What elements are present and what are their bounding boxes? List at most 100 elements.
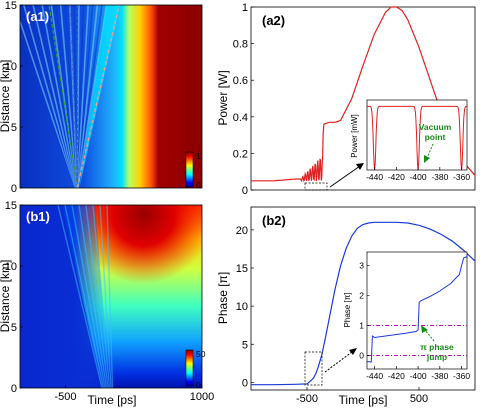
- a1-fringe: [76, 5, 99, 188]
- a1-fringe: [76, 5, 94, 188]
- b2-zoom-arrow: [324, 351, 353, 373]
- b2-annotation-line-2: jump: [426, 352, 447, 362]
- b1-fringe: [78, 205, 108, 388]
- b1-x-tick-label: -500: [54, 391, 76, 403]
- a1-fringe: [76, 5, 85, 188]
- a2-inset-x-tick-label: -360: [453, 172, 470, 182]
- b1-x-axis-label: Time [ps]: [88, 393, 137, 407]
- b1-y-ticks: 0 5 10 15: [5, 200, 23, 395]
- b2-inset-reference-lines: [367, 325, 467, 356]
- b2-x-ticks: -500 500: [296, 387, 428, 405]
- b2-inset-y-tick-label: 2: [359, 291, 364, 301]
- b1-x-tick-label: 1000: [190, 391, 214, 403]
- a2-zoom-box: [304, 182, 328, 191]
- a1-cyan-band: [79, 5, 120, 188]
- b2-zoom-arrowhead: [349, 348, 357, 355]
- a2-y-tick-label: 0.6: [233, 75, 248, 87]
- a1-fringe: [59, 5, 78, 188]
- b2-x-axis-label: Time [ps]: [339, 393, 388, 407]
- b2-inset-y-tick-label: 1: [359, 321, 364, 331]
- b2-x-tick-label: 500: [410, 393, 428, 405]
- a2-y-tick-label: 0.4: [233, 112, 248, 124]
- a2-annotation-line-2: point: [425, 132, 446, 142]
- b2-y-ticks: 0 5 10 15 20: [236, 225, 254, 389]
- a1-y-ticks: 0 5 10 15: [5, 0, 23, 195]
- b2-inset-x-tick-label: -440: [366, 371, 383, 381]
- b2-panel-label: (b2): [262, 213, 286, 228]
- a1-panel-label: (a1): [26, 9, 49, 24]
- b1-heatmap-layers: [20, 205, 202, 388]
- a2-y-axis-label: Power [W]: [216, 70, 230, 125]
- b1-fringe: [57, 205, 103, 388]
- a1-fringe: [46, 5, 78, 188]
- b1-fringes: [57, 205, 114, 388]
- b1-fringe: [106, 205, 114, 388]
- b2-y-tick-label: 5: [242, 339, 248, 351]
- b2-inset-x-tick-label: -420: [388, 371, 405, 381]
- a1-overlay-lines: [48, 5, 120, 188]
- b2-inset-phase-line: [366, 256, 468, 363]
- a1-y-tick-label: 5: [11, 122, 17, 134]
- a2-inset-x-tick-label: -400: [410, 172, 427, 182]
- a1-fringe: [20, 18, 77, 188]
- b1-colorbar-min: 0: [196, 380, 201, 390]
- b2-y-tick-label: 0: [242, 377, 248, 389]
- a2-inset-power-line: [367, 105, 467, 171]
- b1-x-ticks: -500 1000: [54, 385, 214, 403]
- a1-fringe: [20, 5, 77, 188]
- a1-fringe: [41, 5, 77, 188]
- a2-inset-x-tick-label: -380: [431, 172, 448, 182]
- a2-inset-y-label: Power [mW]: [350, 114, 359, 158]
- a1-colorbar-max: 1: [196, 151, 201, 161]
- a1-fringe: [23, 5, 77, 188]
- a1-overlay-line: [48, 5, 78, 188]
- a1-y-axis-label: Distance [km]: [0, 60, 12, 133]
- a1-y-tick-label: 10: [5, 61, 17, 73]
- a2-annotation-line-1: Vacuum: [419, 122, 452, 132]
- a1-overlay-line: [69, 5, 78, 188]
- b2-inset-frame: [366, 251, 468, 370]
- a1-overlay-line: [76, 5, 120, 188]
- a2-zoom-arrow: [329, 165, 361, 188]
- b1-left-region: [20, 205, 102, 388]
- b2-annotation-arrowhead: [421, 325, 428, 333]
- b2-y-tick-label: 15: [236, 263, 248, 275]
- b1-y-axis-label: Distance [km]: [0, 260, 12, 333]
- b2-inset-x-tick-label: -400: [410, 371, 427, 381]
- a1-fringe: [76, 5, 89, 188]
- panel-b1: (b1) 0 5 10 15 -500 1000 Distance [km] Time …: [0, 200, 214, 407]
- b2-phase-line: [251, 221, 476, 386]
- b2-inset-x-tick-label: -360: [453, 371, 470, 381]
- b2-y-axis-label: Phase [π]: [216, 272, 230, 324]
- a1-fringe: [64, 5, 78, 188]
- a2-annotation-arrowhead: [424, 155, 430, 163]
- a2-inset-x-ticks: -440 -420 -400 -380 -360: [366, 167, 470, 182]
- panel-a2: 0 0.2 0.4 0.6 0.8 1 (a2) Power [W] Power [mW]…: [216, 2, 476, 197]
- b2-zoom-box: [304, 351, 323, 386]
- a2-y-tick-label: 0: [242, 185, 248, 197]
- b1-y-tick-label: 0: [11, 383, 17, 395]
- b2-x-tick-label: -500: [296, 393, 318, 405]
- a1-frame: [19, 4, 203, 189]
- b1-fringe: [92, 205, 111, 388]
- a1-y-tick-label: 0: [11, 183, 17, 195]
- a1-fringe: [20, 30, 77, 188]
- a2-inset-x-tick-label: -440: [366, 172, 383, 182]
- a2-zoom-arrowhead: [356, 163, 364, 170]
- a1-fringe: [76, 5, 103, 188]
- a1-fringe: [36, 5, 77, 188]
- a2-y-tick-label: 1: [242, 2, 248, 14]
- a2-y-tick-label: 0.8: [233, 39, 248, 51]
- b1-y-tick-label: 10: [5, 261, 17, 273]
- a2-y-ticks: 0 0.2 0.4 0.6 0.8 1: [233, 2, 254, 197]
- b2-y-tick-label: 10: [236, 301, 248, 313]
- b1-y-tick-label: 5: [11, 322, 17, 334]
- a2-y-tick-label: 0.2: [233, 148, 248, 160]
- panel-a1: (a1) 0 5 10 15 Distance [km] 1 0: [0, 0, 203, 195]
- a1-fringe: [27, 5, 77, 188]
- b1-frame: [19, 204, 203, 389]
- a2-panel-label: (a2): [262, 13, 285, 28]
- a1-colorbar-min: 0: [196, 180, 201, 190]
